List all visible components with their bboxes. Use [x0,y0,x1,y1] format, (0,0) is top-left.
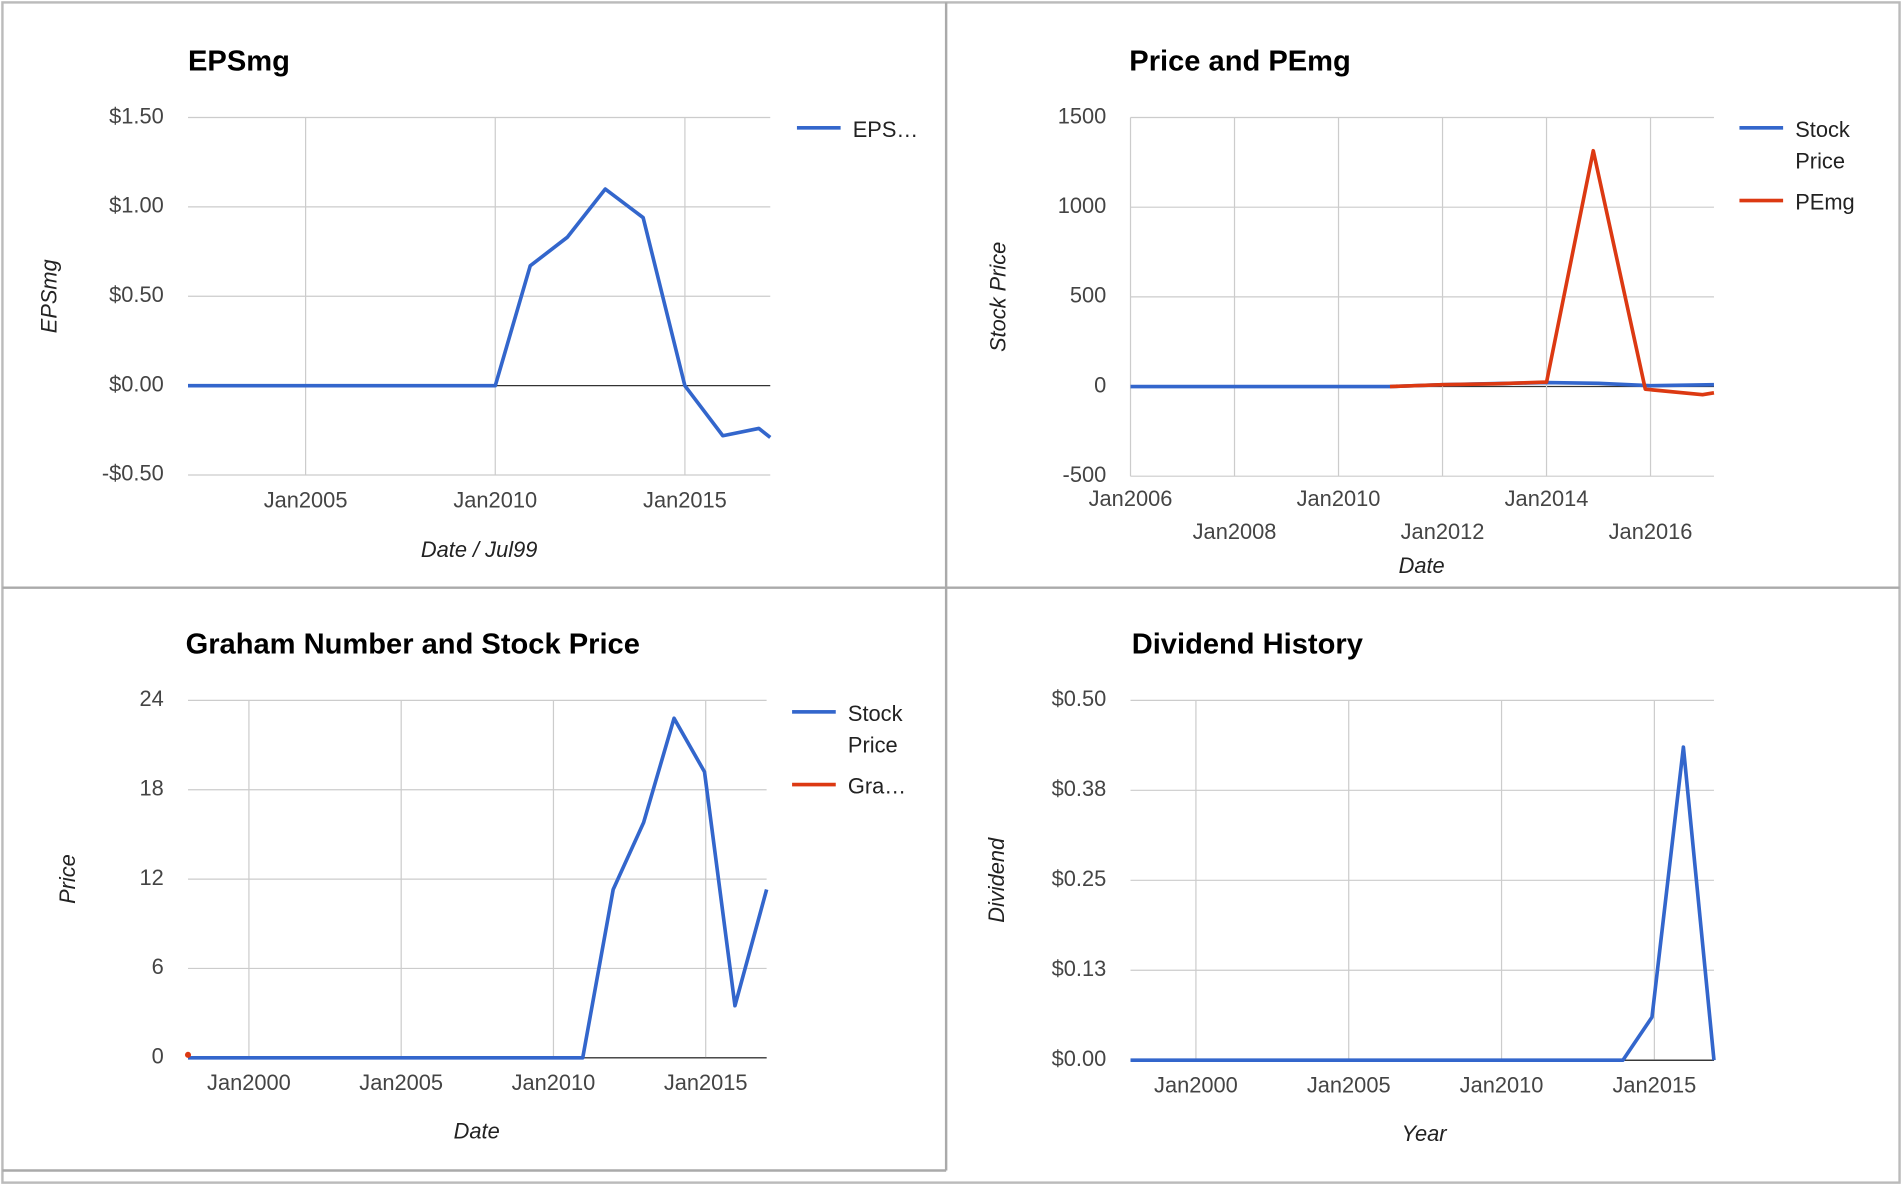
y-tick-label: 6 [152,954,164,979]
legend: Stock Price Gra… [792,698,942,802]
chart-title: Dividend History [1132,629,1364,661]
y-tick-label: 24 [139,686,163,711]
legend-swatch [796,126,841,130]
y-tick-label: $0.50 [1052,686,1107,711]
legend-item: Stock Price [1739,114,1889,177]
legend-label: Stock Price [847,701,903,758]
x-tick-label: Jan2014 [1505,486,1589,511]
x-tick-label: Jan2010 [453,487,537,512]
series-line [188,716,769,1060]
legend-swatch [792,710,836,714]
y-axis-label: Price [55,854,80,904]
x-tick-label: Jan2010 [1460,1073,1544,1098]
x-tick-label: Jan2015 [1612,1073,1696,1098]
x-tick-label: Jan2005 [264,487,348,512]
x-tick-label: Jan2000 [207,1070,291,1095]
y-tick-label: -$0.50 [102,461,164,486]
y-tick-label: 0 [152,1044,164,1069]
y-tick-label: $1.00 [109,193,164,218]
legend-label: Gra… [847,774,907,799]
series-line [1389,148,1715,397]
legend-label: Stock Price [1795,117,1850,174]
y-tick-label: $0.00 [109,371,164,396]
legend-swatch [792,782,836,787]
legend-item: EPS… [796,114,947,146]
chart-title: Graham Number and Stock Price [186,629,640,661]
y-tick-label: 18 [139,775,163,800]
x-tick-label: Jan2010 [1297,486,1381,511]
x-tick-label: Jan2006 [1089,486,1173,511]
y-tick-label: $0.00 [1052,1046,1107,1071]
legend-label: EPS… [852,117,919,142]
series-point [184,1051,192,1058]
y-tick-label: 1500 [1058,103,1107,128]
y-axis-label: Dividend [984,837,1009,923]
x-axis-label: Date [454,1119,500,1144]
y-tick-label: 0 [1094,372,1106,397]
x-axis-label: Date [1399,553,1445,578]
chart-title: EPSmg [188,46,290,78]
legend: EPS… [796,114,947,146]
y-tick-label: 500 [1070,283,1106,308]
y-axis-label: EPSmg [37,259,62,333]
y-tick-label: $0.25 [1052,866,1107,891]
legend-swatch [1739,198,1784,203]
y-tick-label: $1.50 [109,103,164,128]
x-tick-label: Jan2008 [1193,519,1277,544]
y-tick-label: -500 [1063,462,1107,487]
y-axis-label: Stock Price [985,242,1010,352]
x-tick-label: Jan2010 [512,1070,596,1095]
legend-swatch [1739,126,1784,130]
legend: Stock Price PEmg [1739,114,1889,218]
y-tick-label: $0.13 [1052,956,1107,981]
x-axis-label: Date / Jul99 [421,537,537,562]
series-line [188,187,772,439]
chart-title: Price and PEmg [1129,46,1351,78]
x-tick-label: Jan2005 [359,1070,443,1095]
x-tick-label: Jan2015 [643,487,727,512]
y-tick-label: $0.38 [1052,776,1107,801]
legend-item: Stock Price [792,698,942,761]
legend-label: PEmg [1795,190,1855,215]
series-line [1130,745,1716,1063]
x-tick-label: Jan2012 [1401,519,1485,544]
y-tick-label: 12 [139,865,163,890]
x-axis-label: Year [1402,1121,1448,1146]
legend-item: PEmg [1739,187,1889,219]
y-tick-label: 1000 [1058,193,1107,218]
x-tick-label: Jan2016 [1609,519,1693,544]
x-tick-label: Jan2015 [664,1070,748,1095]
legend-item: Gra… [792,771,942,803]
x-tick-label: Jan2000 [1154,1073,1238,1098]
y-tick-label: $0.50 [109,282,164,307]
x-tick-label: Jan2005 [1307,1073,1391,1098]
